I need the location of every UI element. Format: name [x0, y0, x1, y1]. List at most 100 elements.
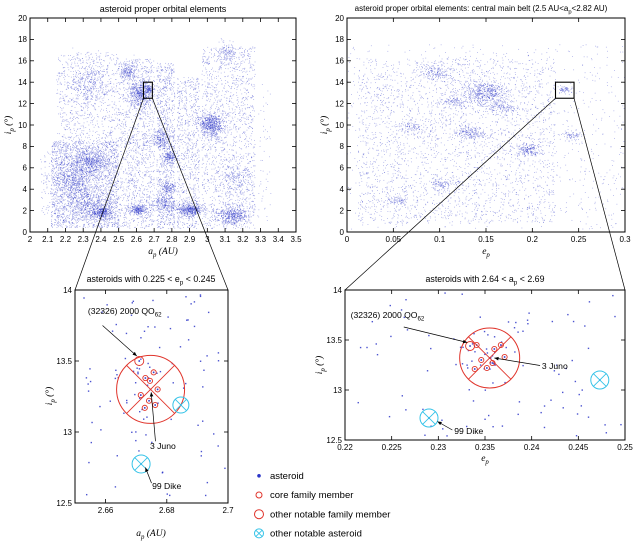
y-tick-label: 18	[335, 35, 344, 44]
x-tick-label: 2.68	[159, 506, 175, 515]
x-tick-label: 0.245	[568, 443, 589, 452]
y-tick-label: 20	[18, 14, 27, 23]
plot-belt-e-i: 0 0.05 0.1 0.15 0.2 0.25 0.3 0 2 4 6 8 10 12 14 16 18 20 a…	[319, 4, 631, 259]
x-tick-label: 0.3	[619, 235, 631, 244]
zoom-a-i-title: asteroids with 0.225 < ep < 0.245	[87, 274, 216, 287]
dike-circle	[419, 408, 439, 428]
y-tick-label: 0	[23, 228, 28, 237]
x-tick-label: 0.1	[434, 235, 446, 244]
core-member-ring	[146, 397, 153, 404]
x-tick-label: 2.7	[222, 506, 234, 515]
zoom-connector-line	[344, 97, 556, 291]
qo62-arrow	[102, 325, 138, 357]
qo62-ring	[465, 341, 476, 351]
juno-arrow	[494, 357, 541, 366]
y-tick-label: 4	[340, 185, 345, 194]
zoom-a-i-xlabel: ap (AU)	[136, 528, 166, 541]
arrowhead	[132, 351, 137, 357]
arrowhead	[494, 356, 499, 361]
zoom-connector-line	[152, 98, 229, 291]
arrowhead	[145, 467, 149, 473]
arrowhead	[437, 421, 442, 426]
qo62-ring	[134, 356, 145, 366]
x-tick-label: 2.8	[166, 235, 178, 244]
y-tick-label: 14	[333, 286, 342, 295]
circle-marker	[255, 491, 263, 499]
arrowhead	[462, 339, 468, 344]
x-tick-label: 2.66	[98, 506, 114, 515]
arrowhead	[149, 392, 154, 397]
juno-core-circle	[459, 327, 521, 389]
zoom-connector-line	[573, 98, 626, 291]
x-tick-label: 0.24	[524, 443, 540, 452]
x-tick-label: 0.25	[571, 235, 587, 244]
x-tick-label: 2.5	[113, 235, 125, 244]
dike-circle-cross	[422, 411, 436, 425]
x-tick-label: 0.05	[386, 235, 402, 244]
legend-item-core-family-member: core family member	[255, 490, 353, 501]
juno-arrow	[150, 392, 156, 442]
dike-circle	[131, 454, 151, 474]
belt-a-i-title: asteroid proper orbital elements	[100, 4, 227, 14]
juno-label: 3 Juno	[542, 361, 568, 371]
notable-asteroid-circle	[172, 396, 190, 414]
y-tick-label: 12	[335, 99, 344, 108]
zoom-connector-line	[74, 98, 144, 291]
core-member-ring	[473, 341, 480, 349]
y-tick-label: 0	[340, 228, 345, 237]
x-tick-label: 3.1	[220, 235, 232, 244]
y-tick-label: 12	[18, 99, 27, 108]
x-tick-label: 3	[205, 235, 210, 244]
circle-x-marker	[254, 528, 264, 539]
y-tick-label: 13.5	[326, 336, 342, 345]
juno-core-circle	[116, 354, 186, 424]
core-member-ring	[154, 386, 161, 393]
y-tick-label: 12.5	[326, 436, 342, 445]
y-tick-label: 12.5	[56, 499, 72, 508]
y-tick-label: 16	[18, 57, 27, 66]
x-tick-label: 2.1	[42, 235, 54, 244]
x-tick-label: 0	[345, 235, 350, 244]
belt-e-i-axes-frame	[346, 17, 626, 233]
belt-a-i-ylabel: ip (°)	[3, 116, 16, 135]
juno-core-circle-cross	[468, 336, 512, 380]
y-tick-label: 13	[333, 386, 342, 395]
y-tick-label: 10	[335, 121, 344, 130]
circle-marker	[254, 509, 264, 520]
zoom-e-i-xlabel: ep	[481, 454, 489, 466]
y-tick-label: 14	[63, 286, 72, 295]
zoom-a-i-ylabel: ip (°)	[44, 387, 57, 406]
y-tick-label: 6	[340, 164, 345, 173]
x-tick-label: 3.2	[237, 235, 249, 244]
dike-label: 99 Dike	[454, 426, 483, 436]
y-tick-label: 2	[23, 206, 28, 215]
core-member-ring	[497, 341, 504, 349]
y-tick-label: 14	[335, 78, 344, 87]
core-member-ring	[142, 374, 149, 382]
core-member-ring	[471, 365, 478, 373]
x-tick-label: 2.9	[184, 235, 196, 244]
x-tick-label: 0.23	[431, 443, 447, 452]
legend-item-asteroid: asteroid	[257, 471, 304, 482]
plot-belt-a-i: 2 2.1 2.2 2.3 2.4 2.5 2.6 2.7 2.8 2.9 3 3.1 3.2 3.3 3.…	[3, 4, 302, 259]
legend-item-other-notable-asteroid: other notable asteroid	[254, 528, 362, 540]
belt-e-i-title: asteroid proper orbital elements: centra…	[355, 4, 608, 15]
x-tick-label: 0.25	[617, 443, 633, 452]
zoom-e-i-title: asteroids with 2.64 < ap < 2.69	[426, 274, 545, 287]
notable-asteroid-circle-cross	[174, 399, 187, 411]
dike-label: 99 Dike	[152, 481, 181, 491]
zoom-a-i-axes-frame	[74, 289, 229, 504]
x-tick-label: 2.2	[60, 235, 72, 244]
qo62-arrow	[403, 326, 468, 343]
legend-item-other-notable-family-member: other notable family member	[254, 509, 390, 520]
core-member-ring	[501, 353, 508, 361]
legend-label: other notable asteroid	[270, 529, 362, 540]
core-member-ring	[491, 345, 498, 353]
core-member-ring	[152, 401, 159, 409]
y-tick-label: 18	[18, 35, 27, 44]
legend-label: other notable family member	[270, 509, 390, 520]
core-member-ring	[478, 356, 485, 364]
